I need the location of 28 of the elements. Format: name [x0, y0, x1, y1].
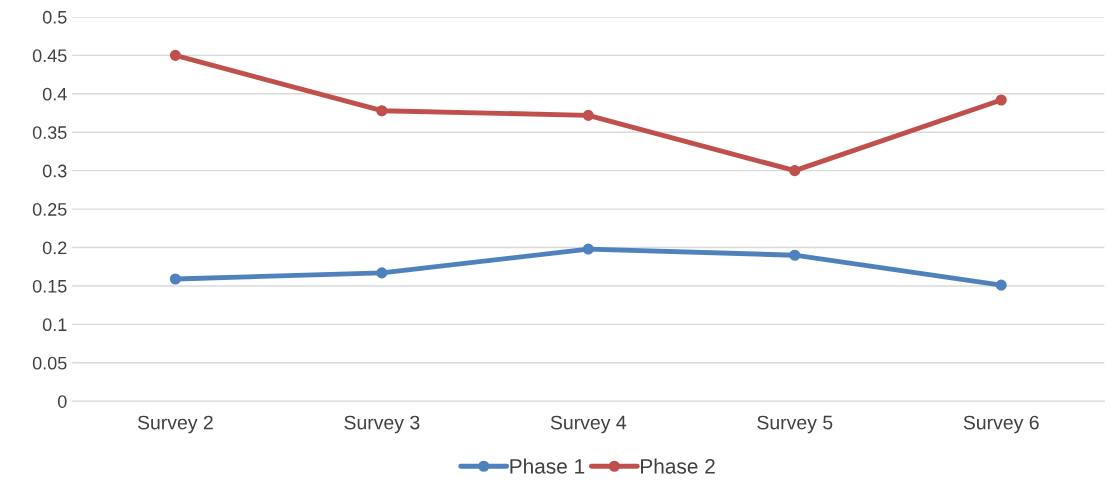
y-tick-label: 0.45: [32, 49, 67, 63]
y-tick-label: 0: [57, 395, 67, 408]
point: [582, 109, 594, 121]
point: [582, 243, 594, 255]
y-tick-label: 0.25: [32, 203, 67, 216]
y-tick-label: 0.35: [32, 126, 67, 139]
x-tick-label: Survey 4: [550, 415, 627, 434]
y-tick-label: 0.1: [42, 318, 67, 332]
y-tick-label: 0.3: [42, 164, 67, 178]
legend-label: Phase 1: [510, 458, 585, 474]
point: [376, 267, 388, 279]
y-tick-label: 0.4: [42, 87, 67, 101]
y-tick-label: 0.5: [42, 10, 67, 24]
point: [376, 105, 388, 117]
point: [789, 249, 801, 261]
point: [789, 165, 801, 177]
x-tick-label: Survey 5: [757, 415, 833, 434]
y-tick-label: 0.2: [42, 241, 67, 255]
point: [169, 49, 181, 61]
x-tick-label: Survey 3: [344, 415, 420, 434]
x-tick-label: Survey 6: [963, 415, 1039, 434]
x-tick-label: Survey 2: [137, 415, 213, 434]
point: [169, 273, 181, 285]
y-tick-label: 0.05: [32, 356, 67, 370]
point: [995, 94, 1007, 106]
point: [995, 279, 1007, 291]
legend-label: Phase 2: [641, 458, 715, 474]
y-tick-label: 0.15: [32, 279, 67, 293]
